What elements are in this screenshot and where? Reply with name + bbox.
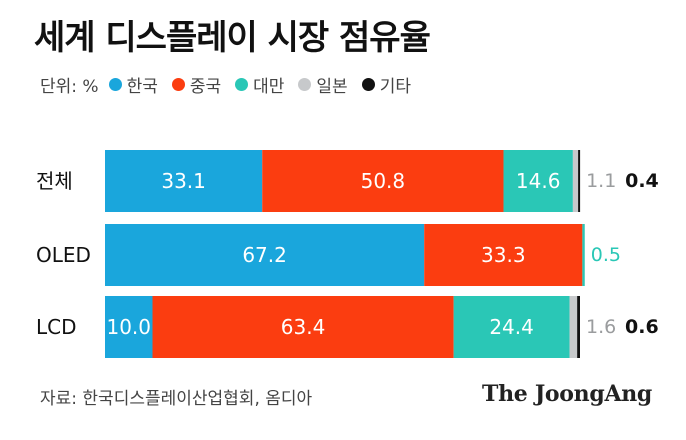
category-label-all: 전체 — [36, 169, 73, 193]
publisher-brand: The JoongAng — [482, 381, 653, 407]
unit-label: 단위: % — [40, 77, 99, 97]
data-label-oled-china: 33.3 — [481, 243, 526, 267]
legend-item-taiwan: 대만 — [235, 72, 284, 97]
data-label-oled-korea: 67.2 — [242, 243, 287, 267]
bar-lcd-japan — [569, 296, 578, 358]
data-label-all-china: 50.8 — [361, 169, 406, 193]
legend-swatch-taiwan — [235, 78, 249, 91]
bar-all-other — [578, 150, 581, 212]
data-label-all-taiwan: 14.6 — [516, 169, 561, 193]
legend-item-china: 중국 — [171, 72, 222, 97]
legend-swatch-japan — [298, 78, 312, 91]
bar-all-japan — [572, 150, 579, 212]
source-note: 자료: 한국디스플레이산업협회, 옴디아 — [40, 389, 313, 409]
data-label-all-other: 0.4 — [625, 170, 659, 192]
legend-item-japan: 일본 — [298, 72, 348, 97]
legend-item-korea: 한국 — [108, 72, 158, 97]
legend: 단위: % 한국 중국 대만 일본 기타 — [40, 72, 425, 97]
legend-label-china: 중국 — [189, 77, 222, 97]
data-label-lcd-taiwan: 24.4 — [489, 315, 534, 339]
legend-label-other: 기타 — [379, 77, 411, 97]
data-label-all-korea: 33.1 — [161, 169, 206, 193]
legend-label-taiwan: 대만 — [253, 77, 285, 97]
bar-oled-taiwan — [582, 224, 585, 286]
bar-oled-china — [424, 224, 583, 286]
bar-all-china — [262, 150, 504, 212]
legend-swatch-korea — [108, 78, 122, 91]
data-label-lcd-china: 63.4 — [281, 315, 326, 339]
data-label-lcd-other: 0.6 — [625, 316, 659, 338]
legend-item-other: 기타 — [361, 72, 411, 97]
legend-label-korea: 한국 — [126, 77, 158, 97]
data-label-all-japan: 1.1 — [586, 170, 616, 192]
bar-lcd-taiwan — [453, 296, 570, 358]
legend-swatch-other — [361, 78, 375, 91]
chart-title: 세계 디스플레이 시장 점유율 — [34, 18, 431, 58]
bar-oled-korea — [105, 224, 425, 286]
legend-label-japan: 일본 — [316, 77, 348, 97]
data-label-lcd-japan: 1.6 — [586, 316, 616, 338]
category-label-lcd: LCD — [36, 315, 77, 339]
bar-all-korea — [105, 150, 263, 212]
bar-all-taiwan — [503, 150, 573, 212]
legend-swatch-china — [171, 78, 185, 91]
bar-lcd-other — [577, 296, 580, 358]
data-label-lcd-korea: 10.0 — [106, 315, 151, 339]
data-label-oled-taiwan: 0.5 — [591, 244, 621, 266]
bar-lcd-china — [152, 296, 454, 358]
category-label-oled: OLED — [36, 243, 91, 267]
bar-lcd-korea — [105, 296, 153, 358]
